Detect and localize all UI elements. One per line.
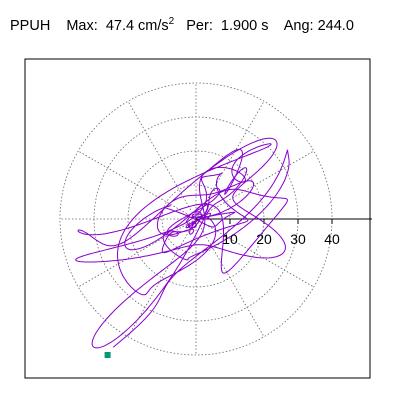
max-exponent: 2 [168,16,175,27]
radial-tick-labels: 10 20 30 40 [222,231,340,247]
grid-spoke [195,101,265,220]
angle-label: Ang: [283,18,314,34]
grid-spoke [195,150,314,220]
grid-spoke [195,218,265,337]
max-label: Max: [66,18,98,34]
radial-tick-label: 30 [290,231,306,247]
axes [196,218,372,224]
angle-value: 244.0 [317,18,354,34]
radial-tick-label: 10 [222,231,238,247]
grid-spoke [78,150,197,220]
grid-spoke [127,101,197,220]
end-point-marker [104,352,111,358]
station-code: PPUH [10,18,51,34]
particle-motion-trace [75,137,290,349]
radial-tick-label: 40 [324,231,340,247]
grid-spoke [78,218,197,288]
max-value: 47.4 cm/s [105,18,169,34]
grid-spoke [195,218,314,288]
radial-tick-label: 20 [256,231,272,247]
period-value: 1.900 s [220,18,269,34]
period-label: Per: [186,18,213,34]
chart-header: PPUH Max: 47.4 cm/s2 Per: 1.900 s Ang: 2… [10,16,354,34]
